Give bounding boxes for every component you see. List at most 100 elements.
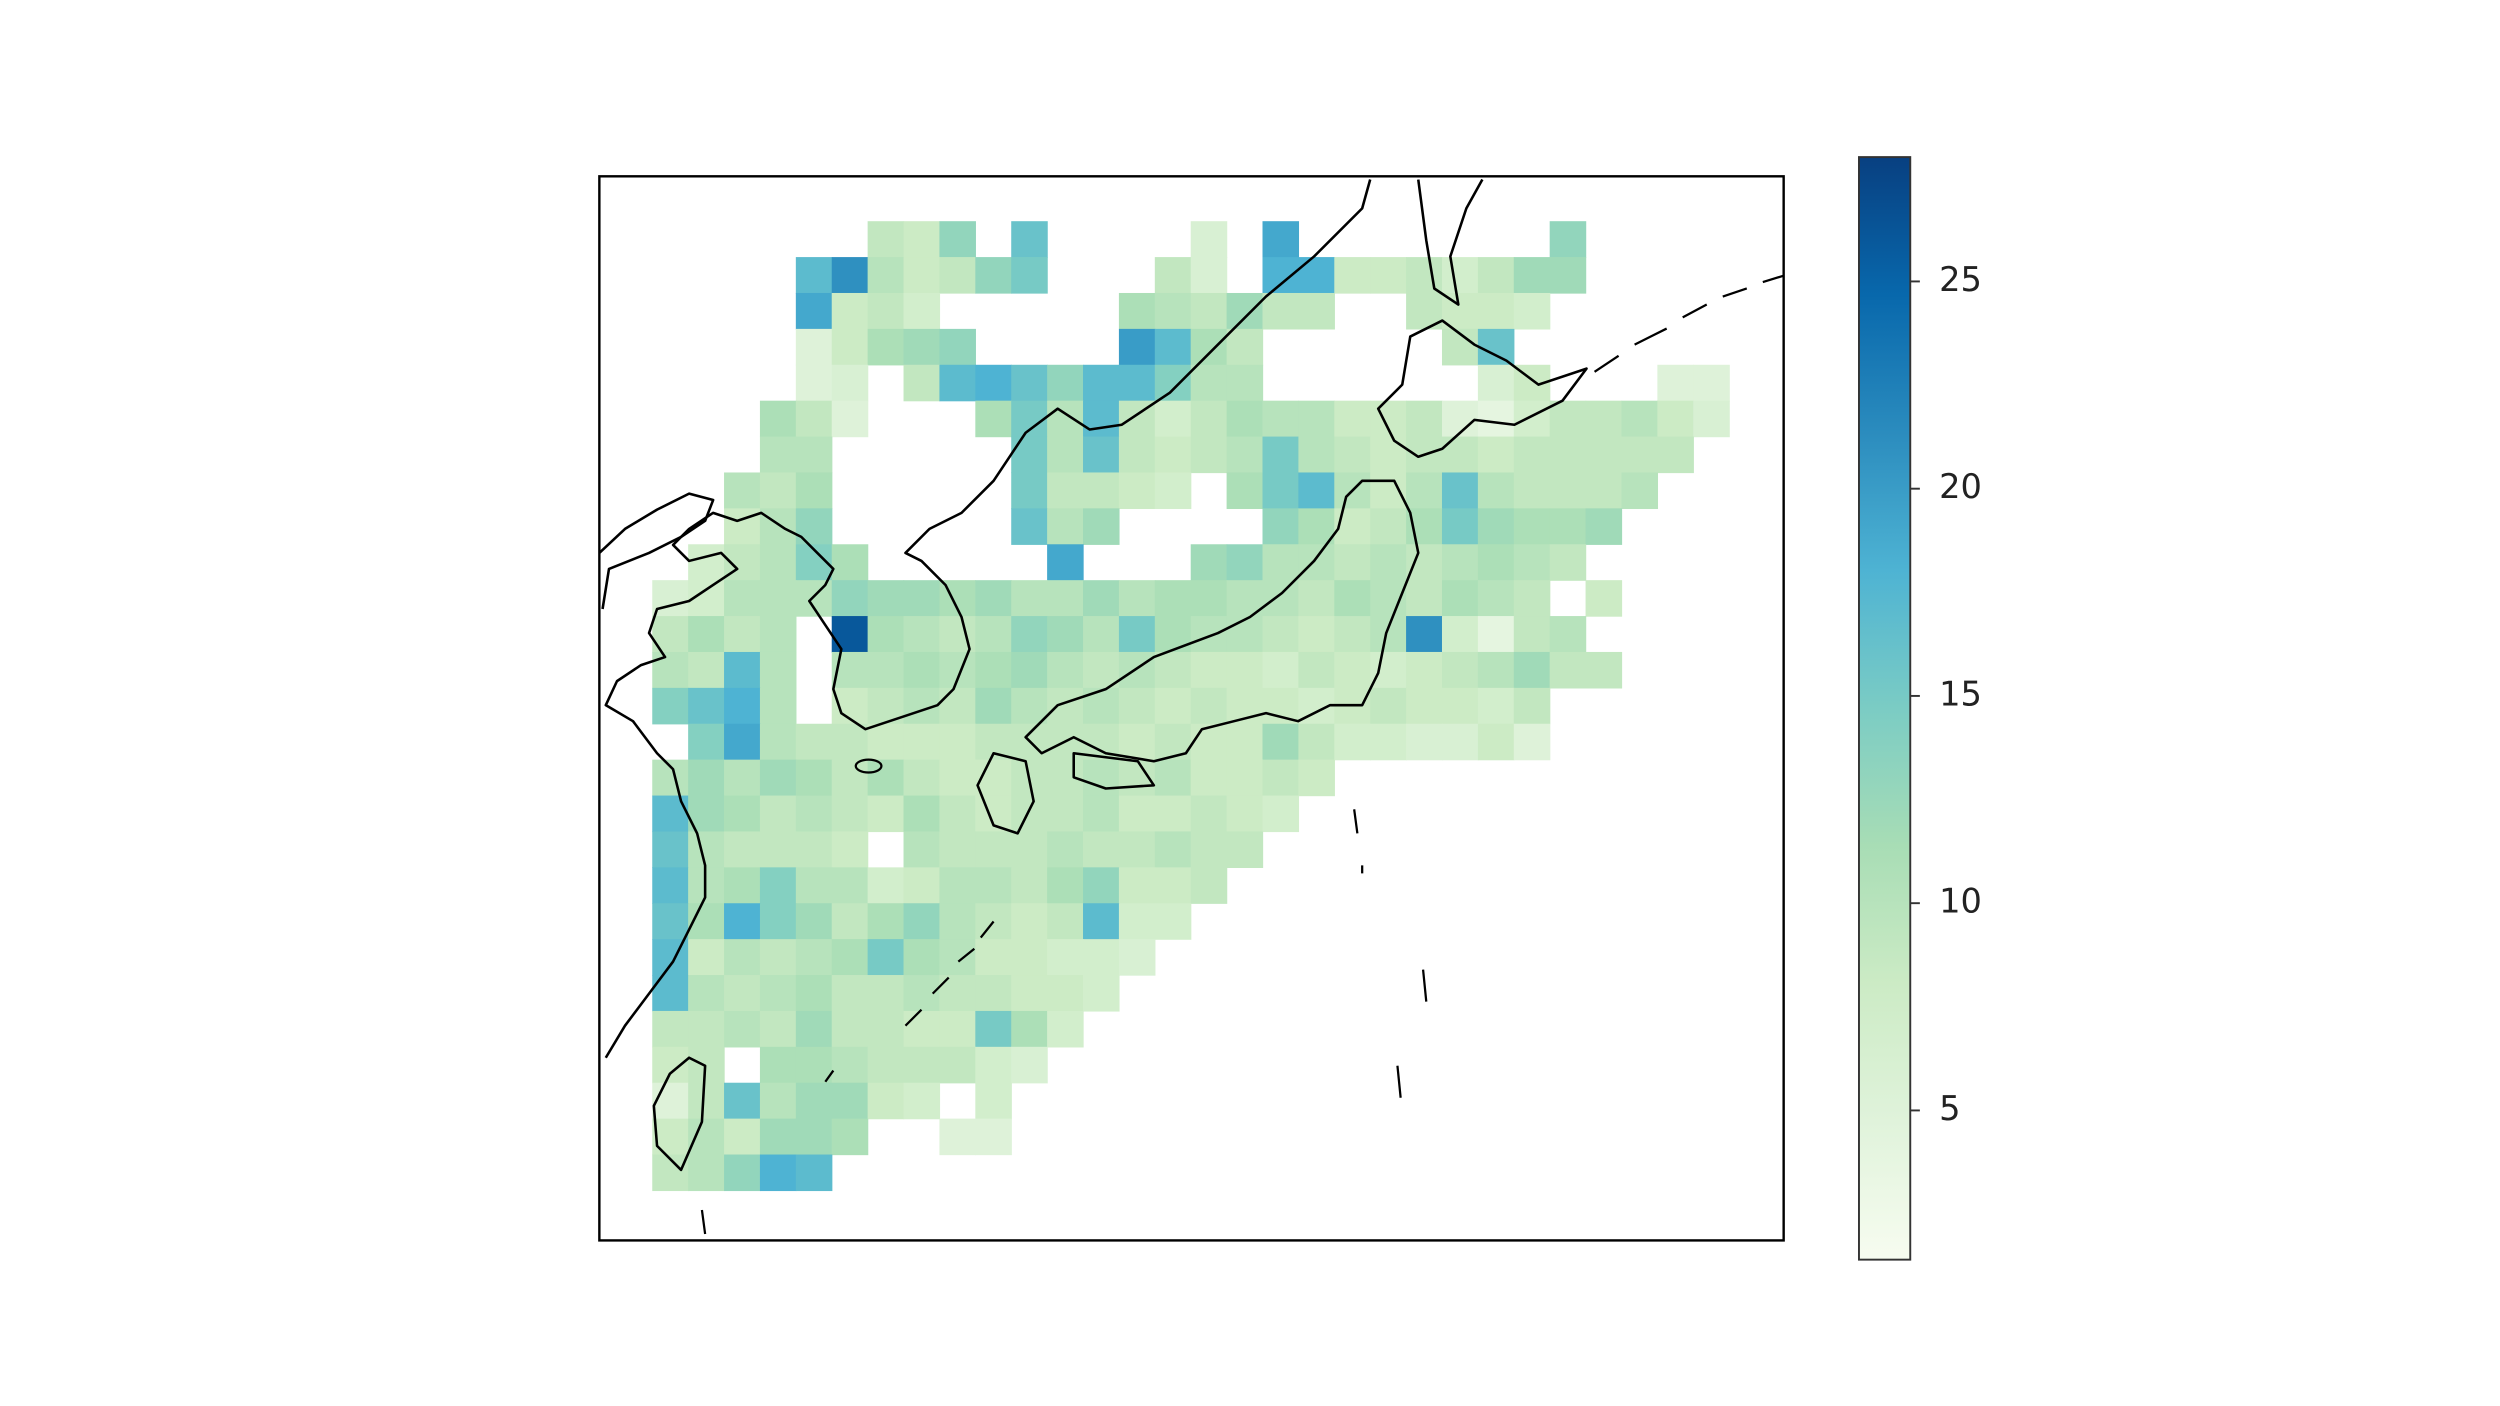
grid-cell — [939, 651, 976, 689]
grid-cell — [688, 759, 725, 797]
grid-cell — [1190, 831, 1228, 868]
kyushu — [976, 751, 1035, 835]
grid-cell — [1083, 831, 1120, 868]
grid-cell — [1154, 687, 1192, 725]
grid-cell — [1262, 616, 1300, 653]
grid-cell — [1513, 687, 1551, 725]
grid-cell — [939, 1010, 976, 1048]
grid-cell — [831, 328, 869, 366]
grid-cell — [831, 1046, 869, 1084]
grid-cell — [795, 795, 833, 833]
grid-cell — [795, 975, 833, 1012]
grid-cell — [1011, 508, 1048, 545]
grid-cell — [688, 544, 725, 581]
grid-cell — [724, 1154, 761, 1192]
honshu — [1024, 479, 1420, 763]
ryukyu-islands — [824, 920, 995, 1083]
grid-cell — [1262, 257, 1300, 294]
grid-cell — [1262, 795, 1300, 833]
grid-cell — [1262, 221, 1300, 258]
grid-cell — [1513, 292, 1551, 330]
grid-cell — [1585, 472, 1623, 510]
grid-cell — [1047, 939, 1084, 976]
grid-cell — [724, 723, 761, 761]
grid-cell — [975, 975, 1012, 1012]
grid-cell — [1190, 867, 1228, 904]
grid-cell — [759, 544, 797, 581]
grid-cell — [724, 616, 761, 653]
grid-cell — [1118, 364, 1156, 402]
grid-cell — [1513, 651, 1551, 689]
grid-cell — [724, 472, 761, 510]
heat-cells — [652, 221, 1730, 1192]
grid-cell — [1047, 472, 1084, 510]
grid-cell — [975, 867, 1012, 904]
grid-cell — [652, 1082, 689, 1120]
grid-cell — [1011, 221, 1048, 258]
colorbar-tick-label: 25 — [1939, 260, 1982, 299]
grid-cell — [1011, 687, 1048, 725]
grid-cell — [652, 903, 689, 940]
grid-cell — [759, 939, 797, 976]
grid-cell — [1083, 364, 1120, 402]
grid-cell — [1047, 1010, 1084, 1048]
grid-cell — [1334, 651, 1371, 689]
grid-cell — [1226, 292, 1264, 330]
grid-cell — [1370, 723, 1407, 761]
grid-cell — [795, 1046, 833, 1084]
grid-cell — [759, 1154, 797, 1192]
grid-cell — [1549, 472, 1587, 510]
grid-cell — [867, 795, 905, 833]
grid-cell — [724, 580, 761, 617]
grid-cell — [831, 1010, 869, 1048]
grid-cell — [1370, 508, 1407, 545]
grid-cell — [1083, 651, 1120, 689]
grid-cell — [1477, 651, 1515, 689]
grid-cell — [1262, 580, 1300, 617]
coastlines — [599, 178, 1784, 1235]
grid-cell — [939, 328, 976, 366]
grid-cell — [652, 795, 689, 833]
sakhalin — [1416, 178, 1484, 306]
grid-cell — [1334, 580, 1371, 617]
grid-cell — [1190, 759, 1228, 797]
grid-cell — [759, 687, 797, 725]
grid-cell — [1370, 544, 1407, 581]
grid-cell — [1549, 616, 1587, 653]
grid-cell — [1011, 1010, 1048, 1048]
grid-cell — [1370, 616, 1407, 653]
grid-cell — [1513, 436, 1551, 474]
grid-cell — [1047, 400, 1084, 438]
grid-cell — [903, 328, 941, 366]
grid-cell — [867, 975, 905, 1012]
grid-cell — [939, 1046, 976, 1084]
grid-cell — [688, 975, 725, 1012]
grid-cell — [1621, 400, 1659, 438]
grid-cell — [903, 292, 941, 330]
grid-cell — [975, 580, 1012, 617]
grid-cell — [688, 1046, 725, 1084]
grid-cell — [688, 1118, 725, 1156]
grid-cell — [939, 1118, 976, 1156]
grid-cell — [1298, 544, 1335, 581]
grid-cell — [1011, 939, 1048, 976]
grid-cell — [724, 867, 761, 904]
grid-cell — [759, 508, 797, 545]
grid-cell — [1047, 831, 1084, 868]
grid-cell — [1154, 472, 1192, 510]
grid-cell — [688, 687, 725, 725]
grid-cell — [1513, 472, 1551, 510]
grid-cell — [1370, 687, 1407, 725]
grid-cell — [1226, 400, 1264, 438]
grid-cell — [1477, 508, 1515, 545]
grid-cell — [1154, 831, 1192, 868]
grid-cell — [1334, 723, 1371, 761]
grid-cell — [903, 651, 941, 689]
grid-cell — [831, 867, 869, 904]
grid-cell — [1441, 651, 1479, 689]
grid-cell — [975, 939, 1012, 976]
grid-cell — [1047, 795, 1084, 833]
grid-cell — [1083, 903, 1120, 940]
grid-cell — [795, 580, 833, 617]
grid-cell — [831, 723, 869, 761]
